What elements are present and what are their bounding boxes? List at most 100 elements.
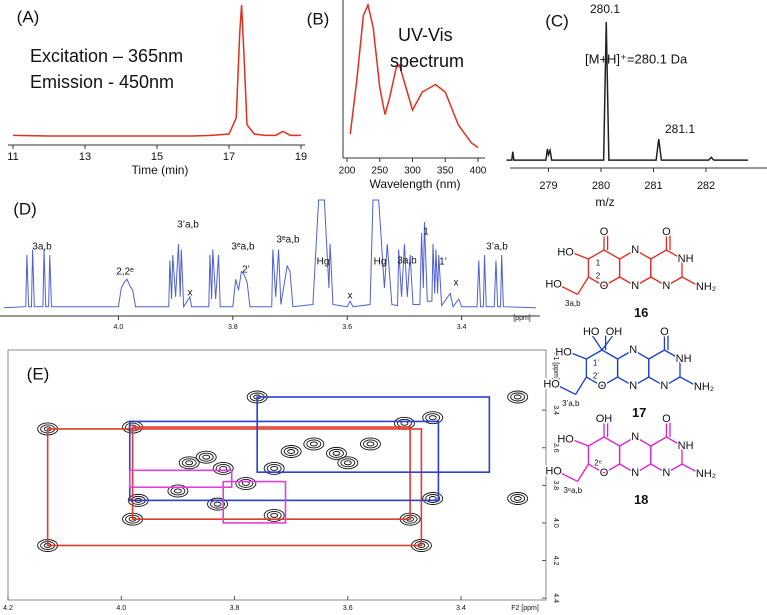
atom-label: O xyxy=(598,380,607,392)
contour-ring xyxy=(198,452,214,462)
atom-label: O xyxy=(660,326,669,338)
atom-label: O xyxy=(600,280,609,292)
bond xyxy=(634,276,652,287)
annotation: 1 xyxy=(423,227,429,238)
bond xyxy=(586,376,603,387)
contour-ring xyxy=(337,456,359,470)
atom-label: O xyxy=(662,413,671,425)
atom-label: HO xyxy=(557,246,574,258)
y-tick-label: 3.8 xyxy=(552,480,559,490)
contour-ring xyxy=(359,437,381,451)
x-tick-label: 250 xyxy=(371,166,388,177)
contour-ring xyxy=(173,488,182,494)
annotation: 3ᵉa,b xyxy=(276,235,300,246)
x-tick-label: 13 xyxy=(79,151,91,163)
panel-label: (B) xyxy=(307,9,330,28)
atom-label: 2ᵉ xyxy=(594,459,601,468)
atom-label: O xyxy=(600,226,609,238)
atom-label: 2’ xyxy=(593,372,599,381)
contour-ring xyxy=(287,449,296,454)
cross-peak xyxy=(235,477,257,490)
atom-label: NH xyxy=(676,353,692,365)
x-axis-label: m/z xyxy=(595,195,614,209)
annotation: 3’a,b xyxy=(177,220,199,231)
bond xyxy=(591,335,603,351)
bond xyxy=(586,349,603,360)
bond xyxy=(648,349,665,360)
contour-ring xyxy=(178,456,200,470)
atom-label: NH₂ xyxy=(694,381,714,393)
contour-ring xyxy=(270,512,279,518)
x-axis-label: Time (min) xyxy=(132,163,189,177)
atom-label: N xyxy=(631,467,639,479)
compound-number: 16 xyxy=(634,305,648,320)
contour-ring xyxy=(425,494,441,503)
bond xyxy=(681,463,700,474)
cross-peak xyxy=(178,456,200,470)
bond xyxy=(575,376,587,395)
spectrum-line xyxy=(506,21,748,161)
contour-ring xyxy=(329,448,344,458)
bond xyxy=(664,376,681,387)
contour-ring xyxy=(332,450,341,456)
contour-ring xyxy=(306,439,322,449)
x-tick-label: 4.0 xyxy=(116,605,126,612)
bond xyxy=(569,351,587,360)
spectrum-line xyxy=(3,199,537,309)
contour-ring xyxy=(507,492,529,505)
bond xyxy=(619,463,636,474)
annotation: UV-Vis xyxy=(398,25,453,45)
spectrum-line xyxy=(12,4,301,137)
x-tick-label: 19 xyxy=(295,151,307,163)
contour-ring xyxy=(513,496,522,501)
contour-ring xyxy=(422,492,444,505)
bond xyxy=(666,436,683,447)
x-tick-label: 15 xyxy=(151,151,163,163)
bond xyxy=(634,249,652,260)
contour-ring xyxy=(428,415,437,421)
bond xyxy=(666,249,683,260)
bond xyxy=(619,276,636,287)
contour-ring xyxy=(309,441,318,447)
panel-label: (C) xyxy=(545,11,569,30)
panel-label: (E) xyxy=(27,364,50,383)
contour-ring xyxy=(215,463,231,473)
bond xyxy=(650,276,667,287)
compound-number: 17 xyxy=(632,405,646,420)
cross-peak xyxy=(337,456,359,470)
annotation: spectrum xyxy=(390,51,464,71)
bond xyxy=(648,376,665,387)
bond xyxy=(619,436,636,447)
cross-peak xyxy=(167,484,189,498)
correlation-box xyxy=(131,426,411,520)
atom-label: N xyxy=(631,280,639,292)
correlation-box xyxy=(128,420,440,502)
bond xyxy=(571,251,589,260)
x-axis-label: F2 [ppm] xyxy=(511,605,539,612)
contour-ring xyxy=(235,477,257,490)
bond xyxy=(560,472,578,482)
x-tick-label: 3.6 xyxy=(343,605,353,612)
atom-label: N xyxy=(662,280,670,292)
annotation: 3’a,b xyxy=(486,242,508,253)
contour-ring xyxy=(270,465,279,471)
atom-label: 1’ xyxy=(593,358,599,367)
spectrum-line xyxy=(349,2,479,149)
atom-label: N xyxy=(631,431,639,443)
x-axis-label: Wavelength (nm) xyxy=(370,177,461,191)
contour-ring xyxy=(510,494,526,503)
bond xyxy=(634,436,652,447)
atom-label: N xyxy=(662,467,670,479)
plot-frame xyxy=(7,349,547,601)
atom-label: O xyxy=(600,467,609,479)
y-tick-label: 4.2 xyxy=(552,556,559,566)
correlation-box xyxy=(128,469,233,489)
annotation: Hg xyxy=(374,257,387,268)
bond xyxy=(664,349,681,360)
bond xyxy=(632,349,650,360)
annotation: x xyxy=(188,288,193,299)
